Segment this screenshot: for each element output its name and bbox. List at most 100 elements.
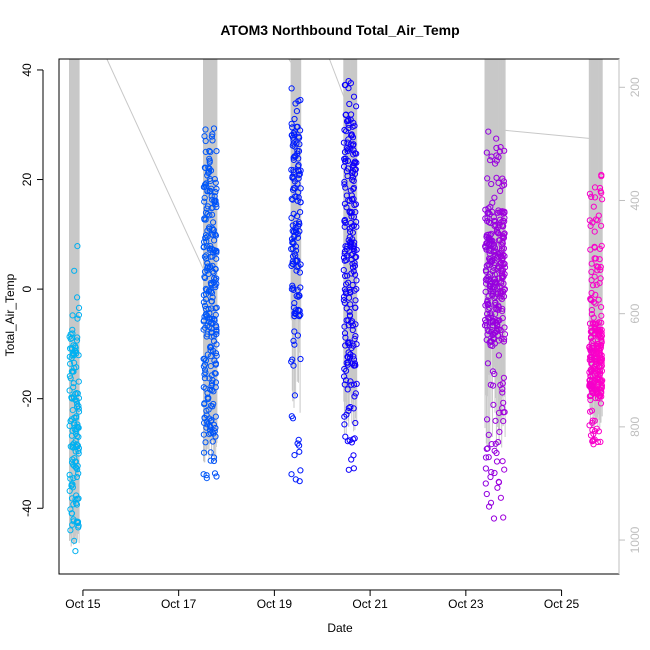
data-point bbox=[588, 297, 595, 304]
data-point bbox=[489, 258, 496, 265]
data-point bbox=[490, 515, 498, 522]
data-point bbox=[203, 286, 210, 293]
data-point bbox=[291, 300, 298, 307]
data-point bbox=[501, 466, 508, 473]
data-point bbox=[499, 232, 507, 239]
data-point bbox=[297, 311, 304, 318]
data-point bbox=[351, 335, 358, 342]
data-point bbox=[501, 264, 509, 271]
data-point bbox=[482, 465, 489, 472]
data-point bbox=[587, 295, 594, 302]
data-point bbox=[294, 147, 301, 154]
data-point bbox=[487, 280, 494, 287]
data-point bbox=[288, 286, 295, 293]
data-point bbox=[500, 210, 507, 217]
data-point bbox=[208, 193, 215, 200]
data-point bbox=[592, 350, 600, 357]
data-point bbox=[491, 217, 498, 224]
data-point bbox=[595, 350, 602, 357]
data-point bbox=[291, 178, 298, 185]
data-point bbox=[342, 377, 350, 384]
data-point bbox=[210, 430, 217, 437]
data-point bbox=[212, 361, 219, 368]
data-point bbox=[292, 227, 299, 234]
data-point bbox=[210, 333, 217, 340]
data-point bbox=[200, 299, 207, 306]
data-point bbox=[290, 210, 297, 217]
data-point bbox=[212, 311, 219, 318]
data-point bbox=[493, 227, 500, 234]
data-point bbox=[205, 169, 212, 176]
data-point bbox=[499, 458, 506, 465]
data-point bbox=[345, 78, 352, 85]
data-point bbox=[350, 362, 358, 369]
data-point bbox=[207, 457, 214, 464]
data-point bbox=[291, 392, 298, 399]
data-point bbox=[351, 381, 358, 388]
data-point bbox=[67, 506, 74, 513]
data-point bbox=[71, 267, 78, 274]
data-point bbox=[593, 425, 600, 432]
data-point bbox=[203, 472, 210, 479]
data-point bbox=[598, 357, 605, 364]
data-point bbox=[597, 341, 605, 348]
data-point bbox=[489, 199, 496, 206]
data-point bbox=[200, 449, 208, 456]
data-point bbox=[591, 273, 598, 280]
data-point bbox=[348, 196, 356, 203]
data-point bbox=[483, 149, 490, 156]
data-point bbox=[67, 418, 74, 425]
data-point bbox=[206, 147, 213, 155]
data-point bbox=[352, 304, 359, 311]
data-point bbox=[207, 347, 214, 354]
data-point bbox=[586, 343, 593, 350]
data-point bbox=[69, 456, 76, 463]
data-point bbox=[491, 295, 498, 302]
data-point bbox=[204, 322, 211, 329]
data-point bbox=[493, 458, 501, 465]
data-point bbox=[499, 222, 506, 229]
data-point bbox=[294, 263, 301, 270]
data-point bbox=[291, 452, 298, 459]
data-point bbox=[75, 495, 82, 502]
data-point bbox=[202, 148, 209, 155]
x-tick-label: Oct 21 bbox=[352, 597, 388, 611]
data-point bbox=[501, 331, 509, 338]
data-point bbox=[597, 363, 604, 370]
data-point bbox=[590, 437, 597, 444]
data-point bbox=[587, 354, 595, 361]
data-point bbox=[67, 345, 74, 352]
data-point bbox=[598, 304, 605, 311]
data-point bbox=[350, 436, 357, 443]
data-point bbox=[352, 297, 359, 304]
data-point bbox=[487, 157, 494, 164]
data-point bbox=[289, 356, 296, 363]
data-point bbox=[353, 159, 360, 166]
data-point bbox=[353, 277, 360, 284]
data-point bbox=[205, 305, 212, 313]
connector-line bbox=[504, 129, 591, 139]
data-point bbox=[205, 394, 212, 401]
data-point bbox=[288, 245, 295, 253]
data-point bbox=[346, 100, 353, 108]
data-point bbox=[588, 193, 595, 200]
data-point bbox=[495, 263, 502, 270]
data-point bbox=[597, 344, 604, 351]
data-point bbox=[201, 274, 209, 282]
data-point bbox=[288, 85, 295, 92]
data-point bbox=[210, 457, 218, 465]
data-point bbox=[483, 268, 490, 275]
data-point bbox=[75, 447, 82, 454]
data-point bbox=[291, 313, 298, 320]
data-point bbox=[488, 180, 495, 188]
data-point bbox=[203, 333, 210, 340]
data-point bbox=[591, 417, 598, 424]
data-point bbox=[296, 171, 303, 178]
data-point bbox=[292, 224, 299, 231]
data-point bbox=[587, 222, 594, 229]
data-point bbox=[500, 399, 507, 406]
data-point bbox=[201, 375, 208, 382]
data-point bbox=[486, 319, 493, 326]
data-point bbox=[346, 208, 353, 215]
data-point bbox=[350, 177, 357, 184]
